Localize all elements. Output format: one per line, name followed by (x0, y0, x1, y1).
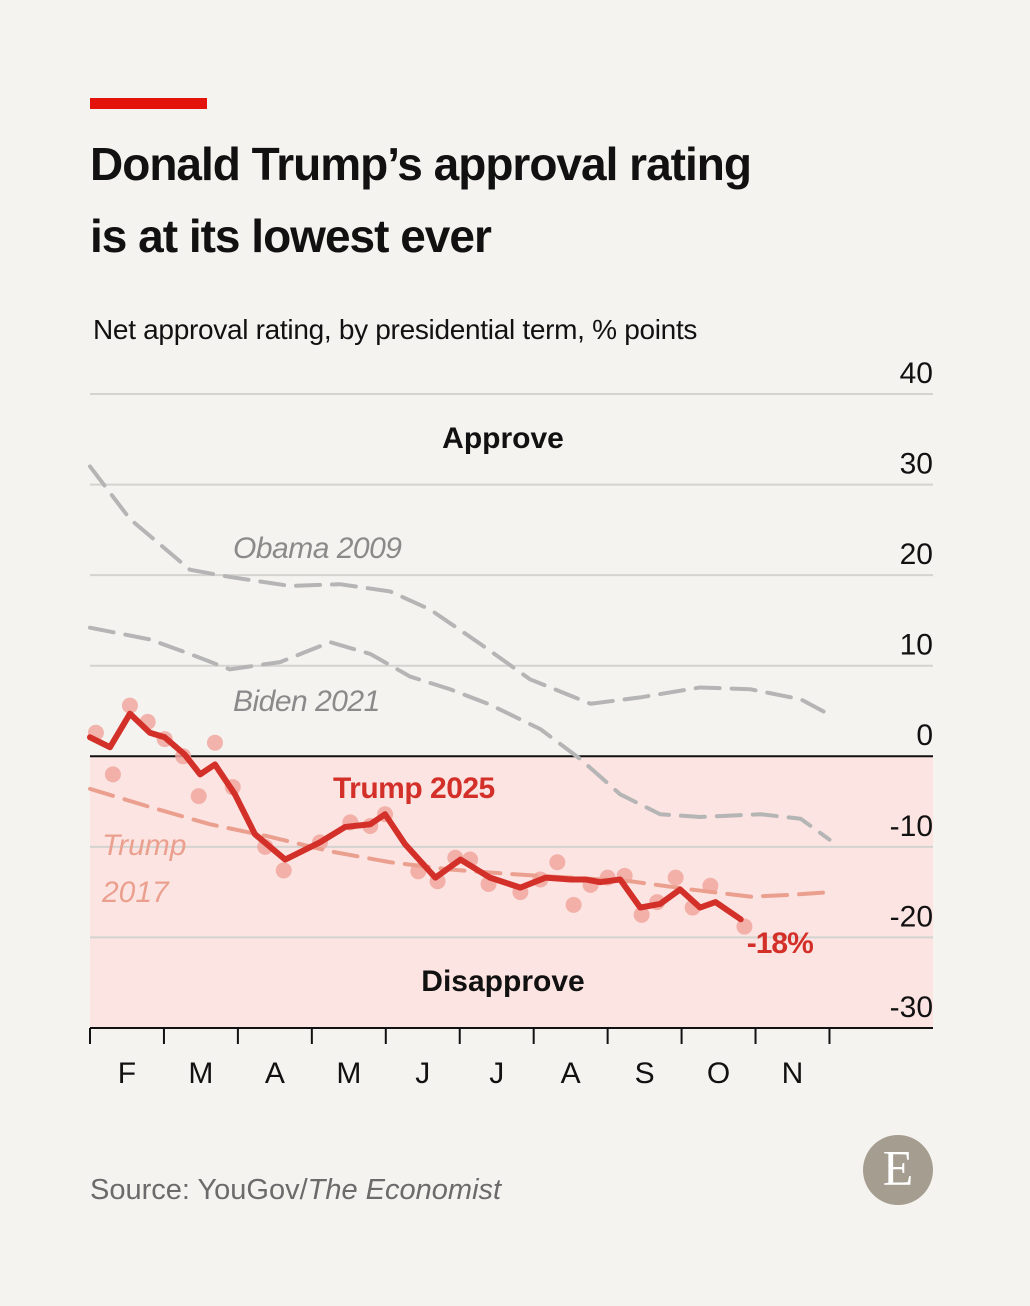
x-tick-label: N (782, 1057, 804, 1090)
y-tick-label: -20 (890, 900, 933, 933)
x-tick-label: J (415, 1057, 430, 1090)
x-tick-label: O (707, 1057, 730, 1090)
poll-point (275, 862, 292, 879)
x-tick-label: S (635, 1057, 655, 1090)
y-tick-label: 40 (900, 357, 933, 390)
series-label: Trump 2025 (333, 772, 495, 805)
value-label: -18% (747, 927, 813, 960)
negative-area (90, 756, 933, 1028)
logo: E (883, 1139, 914, 1195)
y-tick-label: 10 (900, 629, 933, 662)
y-tick-label: 20 (900, 538, 933, 571)
poll-point (667, 869, 684, 886)
poll-point (190, 788, 207, 805)
x-tick-label: M (188, 1057, 213, 1090)
poll-point (104, 766, 121, 783)
poll-point (736, 918, 753, 935)
poll-point (121, 697, 138, 714)
y-tick-label: 0 (916, 719, 933, 752)
source-publication: The Economist (307, 1174, 502, 1206)
line (88, 625, 832, 842)
line (88, 464, 832, 717)
x-tick-label: A (265, 1057, 285, 1090)
line (87, 710, 744, 923)
y-tick-label: -10 (890, 810, 933, 843)
annotation: Disapprove (421, 965, 584, 998)
annotation: Approve (442, 422, 564, 455)
accent-bar (90, 98, 207, 109)
y-tick-label: -30 (890, 991, 933, 1024)
y-tick-label: 30 (900, 447, 933, 480)
source: Source: YouGov/The Economist (90, 1174, 501, 1207)
x-tick-label: A (561, 1057, 581, 1090)
source-text: Source: YouGov/ (90, 1174, 308, 1206)
poll-point (206, 734, 223, 751)
poll-point (565, 896, 582, 913)
poll-point (549, 854, 566, 871)
subtitle: Net approval rating, by presidential ter… (93, 314, 698, 345)
x-tick-label: F (118, 1057, 136, 1090)
series-label: Trump 2017 (102, 829, 187, 909)
series-label: Biden 2021 (233, 685, 380, 718)
x-tick-label: M (336, 1057, 361, 1090)
x-tick-label: J (489, 1057, 504, 1090)
series-label: Obama 2009 (233, 532, 402, 565)
logo-badge (863, 1135, 933, 1205)
title: Donald Trump’s approval rating is at its… (90, 138, 752, 262)
poll-point (633, 906, 650, 923)
